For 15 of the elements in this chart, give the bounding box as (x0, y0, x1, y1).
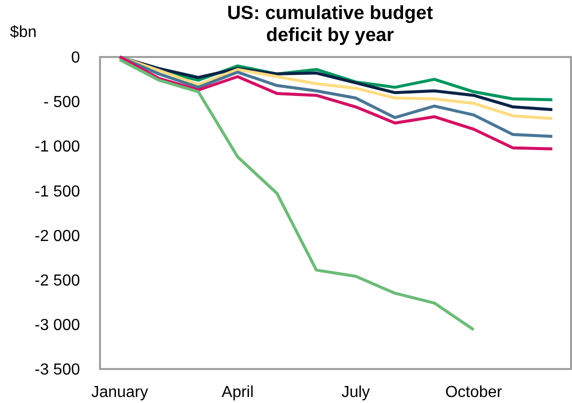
y-tick-label: -1 500 (34, 183, 80, 200)
y-axis-title: $bn (10, 24, 37, 41)
x-tick-label: April (222, 384, 254, 401)
x-tick-label: October (445, 384, 503, 401)
y-tick-label: -2 000 (34, 228, 80, 245)
y-tick-label: -3 500 (34, 362, 80, 379)
y-tick-label: -1 000 (34, 138, 80, 156)
y-tick-label: 0 (71, 50, 80, 67)
x-tick-label: January (91, 384, 148, 401)
y-tick-label: -2 500 (34, 272, 80, 290)
chart-title: US: cumulative budget deficit by year (227, 3, 434, 46)
y-tick-label: - 500 (44, 94, 80, 112)
y-tick-label: -3 000 (34, 317, 80, 334)
line-series (118, 58, 476, 332)
x-tick-label: July (341, 384, 370, 401)
